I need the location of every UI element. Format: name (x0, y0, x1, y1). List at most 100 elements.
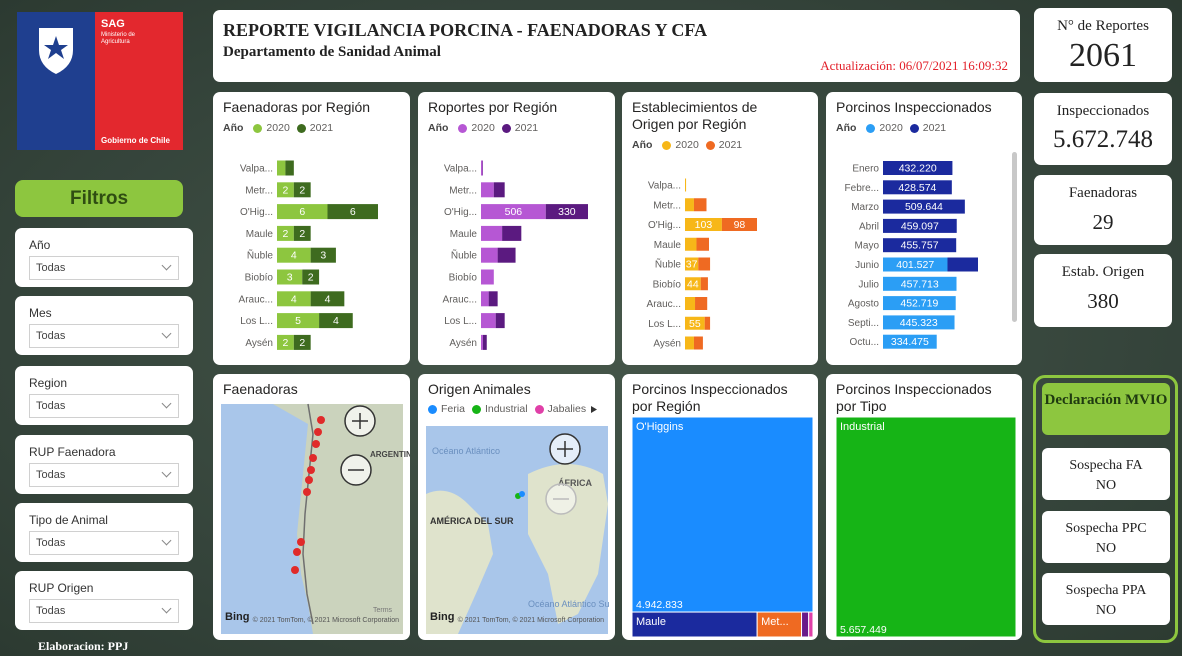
mvio-card: Sospecha FANO (1042, 448, 1170, 500)
filter-label: Mes (29, 306, 52, 320)
dropdown[interactable]: Todas (29, 394, 179, 418)
map-marker (307, 466, 315, 474)
map-marker (291, 566, 299, 574)
zoom-out[interactable] (546, 484, 576, 514)
data-label: 4 (325, 293, 331, 305)
category-label: Biobío (245, 273, 274, 284)
filter-card: Mes Todas (15, 296, 193, 355)
category-label: Ñuble (451, 249, 478, 262)
map-label: Océano Atlántico Su (528, 599, 610, 609)
kpi-card: Inspeccionados 5.672.748 (1034, 93, 1172, 165)
bar-segment (481, 161, 483, 176)
category-label: Metr... (245, 185, 273, 196)
zoom-out[interactable] (341, 455, 371, 485)
data-label: 4 (291, 293, 297, 305)
legend-label: 2021 (923, 122, 946, 134)
category-label: Metr... (449, 185, 477, 196)
logo-shield (17, 12, 95, 92)
legend: Año20202021 (428, 122, 605, 134)
legend-label: 2020 (675, 139, 698, 151)
filter-label: RUP Faenadora (29, 445, 116, 459)
map-marker (519, 491, 525, 497)
category-label: Ñuble (655, 258, 682, 271)
data-label: 455.757 (901, 240, 939, 252)
data-label: 330 (558, 206, 576, 218)
kpi-label: N° de Reportes (1034, 18, 1172, 35)
category-label: Valpa... (444, 164, 477, 175)
data-label: 2 (282, 184, 288, 196)
filter-label: RUP Origen (29, 581, 93, 595)
category-label: Biobío (449, 273, 478, 284)
cell-label: Met... (761, 616, 789, 628)
chevron (162, 536, 172, 546)
legend-label: 2020 (471, 122, 494, 134)
bar-segment (481, 335, 483, 350)
legend-title: Año (632, 139, 652, 151)
category-label: Los L... (648, 319, 681, 330)
legend-label: 2021 (515, 122, 538, 134)
dropdown[interactable]: Todas (29, 599, 179, 623)
category-label: Marzo (851, 202, 879, 213)
map[interactable]: Océano Atlántico ÁFRICA AMÉRICA DEL SUR … (418, 374, 615, 640)
map-provider: Bing (225, 611, 249, 623)
data-label: 3 (320, 250, 326, 262)
bar-segment (685, 297, 695, 310)
kpi-label: Estab. Origen (1034, 264, 1172, 281)
data-label: 5 (295, 315, 301, 327)
treemap-cell (632, 417, 813, 612)
treemap-cell (809, 612, 813, 637)
map-label: ARGENTIN (370, 450, 410, 459)
category-label: Abril (859, 221, 879, 232)
filters-button[interactable]: Filtros (15, 180, 183, 217)
kpi-value: 29 (1034, 210, 1172, 235)
mvio-label: Sospecha PPA (1042, 581, 1170, 601)
legend-swatch (662, 141, 671, 150)
map-label: Océano Atlántico (432, 446, 500, 456)
data-label: 334.475 (891, 336, 929, 348)
bar-segment (705, 317, 710, 330)
dropdown-value: Todas (36, 605, 65, 617)
mvio-button[interactable]: Declaración MVIO (1042, 383, 1170, 435)
legend-label: 2020 (879, 122, 902, 134)
map-attribution: © 2021 TomTom, © 2021 Microsoft Corporat… (253, 616, 399, 624)
dropdown[interactable]: Todas (29, 324, 179, 348)
map-marker (297, 538, 305, 546)
scrollbar[interactable] (1012, 152, 1017, 322)
bar-segment (694, 337, 703, 350)
category-label: Metr... (653, 200, 681, 211)
bar-segment (285, 161, 293, 176)
data-label: 445.323 (900, 317, 938, 329)
header: REPORTE VIGILANCIA PORCINA - FAENADORAS … (213, 10, 1020, 82)
header-title: REPORTE VIGILANCIA PORCINA - FAENADORAS … (223, 20, 707, 41)
zoom-in[interactable] (550, 434, 580, 464)
data-label: 55 (689, 318, 701, 330)
legend-label: 2020 (266, 122, 289, 134)
dropdown[interactable]: Todas (29, 463, 179, 487)
legend-swatch (458, 124, 467, 133)
filter-card: RUP Faenadora Todas (15, 435, 193, 494)
dashboard: SAG Ministerio de Agricultura Gobierno d… (0, 0, 1182, 656)
category-label: Valpa... (240, 164, 273, 175)
map[interactable]: ARGENTIN Bing Terms © 2021 TomTom, © 202… (213, 374, 410, 640)
bar-segment (496, 313, 505, 328)
category-label: Arauc... (239, 294, 273, 305)
kpi-card: Estab. Origen 380 (1034, 254, 1172, 327)
data-label: 2 (282, 228, 288, 240)
category-label: Enero (852, 164, 879, 175)
bar-segment (947, 258, 978, 272)
logo-government: Gobierno de Chile (101, 136, 170, 145)
chart-title: Establecimientos de Origen por Región (632, 99, 792, 133)
treemap-cell (836, 417, 1016, 637)
footer: Elaboracion: PPJ (38, 639, 128, 654)
bar-segment (277, 161, 285, 176)
zoom-in[interactable] (345, 406, 375, 436)
map-marker (309, 454, 317, 462)
chart-title: Roportes por Región (428, 99, 605, 116)
dropdown[interactable]: Todas (29, 256, 179, 280)
dropdown[interactable]: Todas (29, 531, 179, 555)
update-time: Actualización: 06/07/2021 16:09:32 (820, 58, 1008, 74)
data-label: 6 (299, 206, 305, 218)
bar-segment (685, 337, 694, 350)
chart-title: Porcinos Inspeccionados por Tipo (836, 381, 1011, 415)
